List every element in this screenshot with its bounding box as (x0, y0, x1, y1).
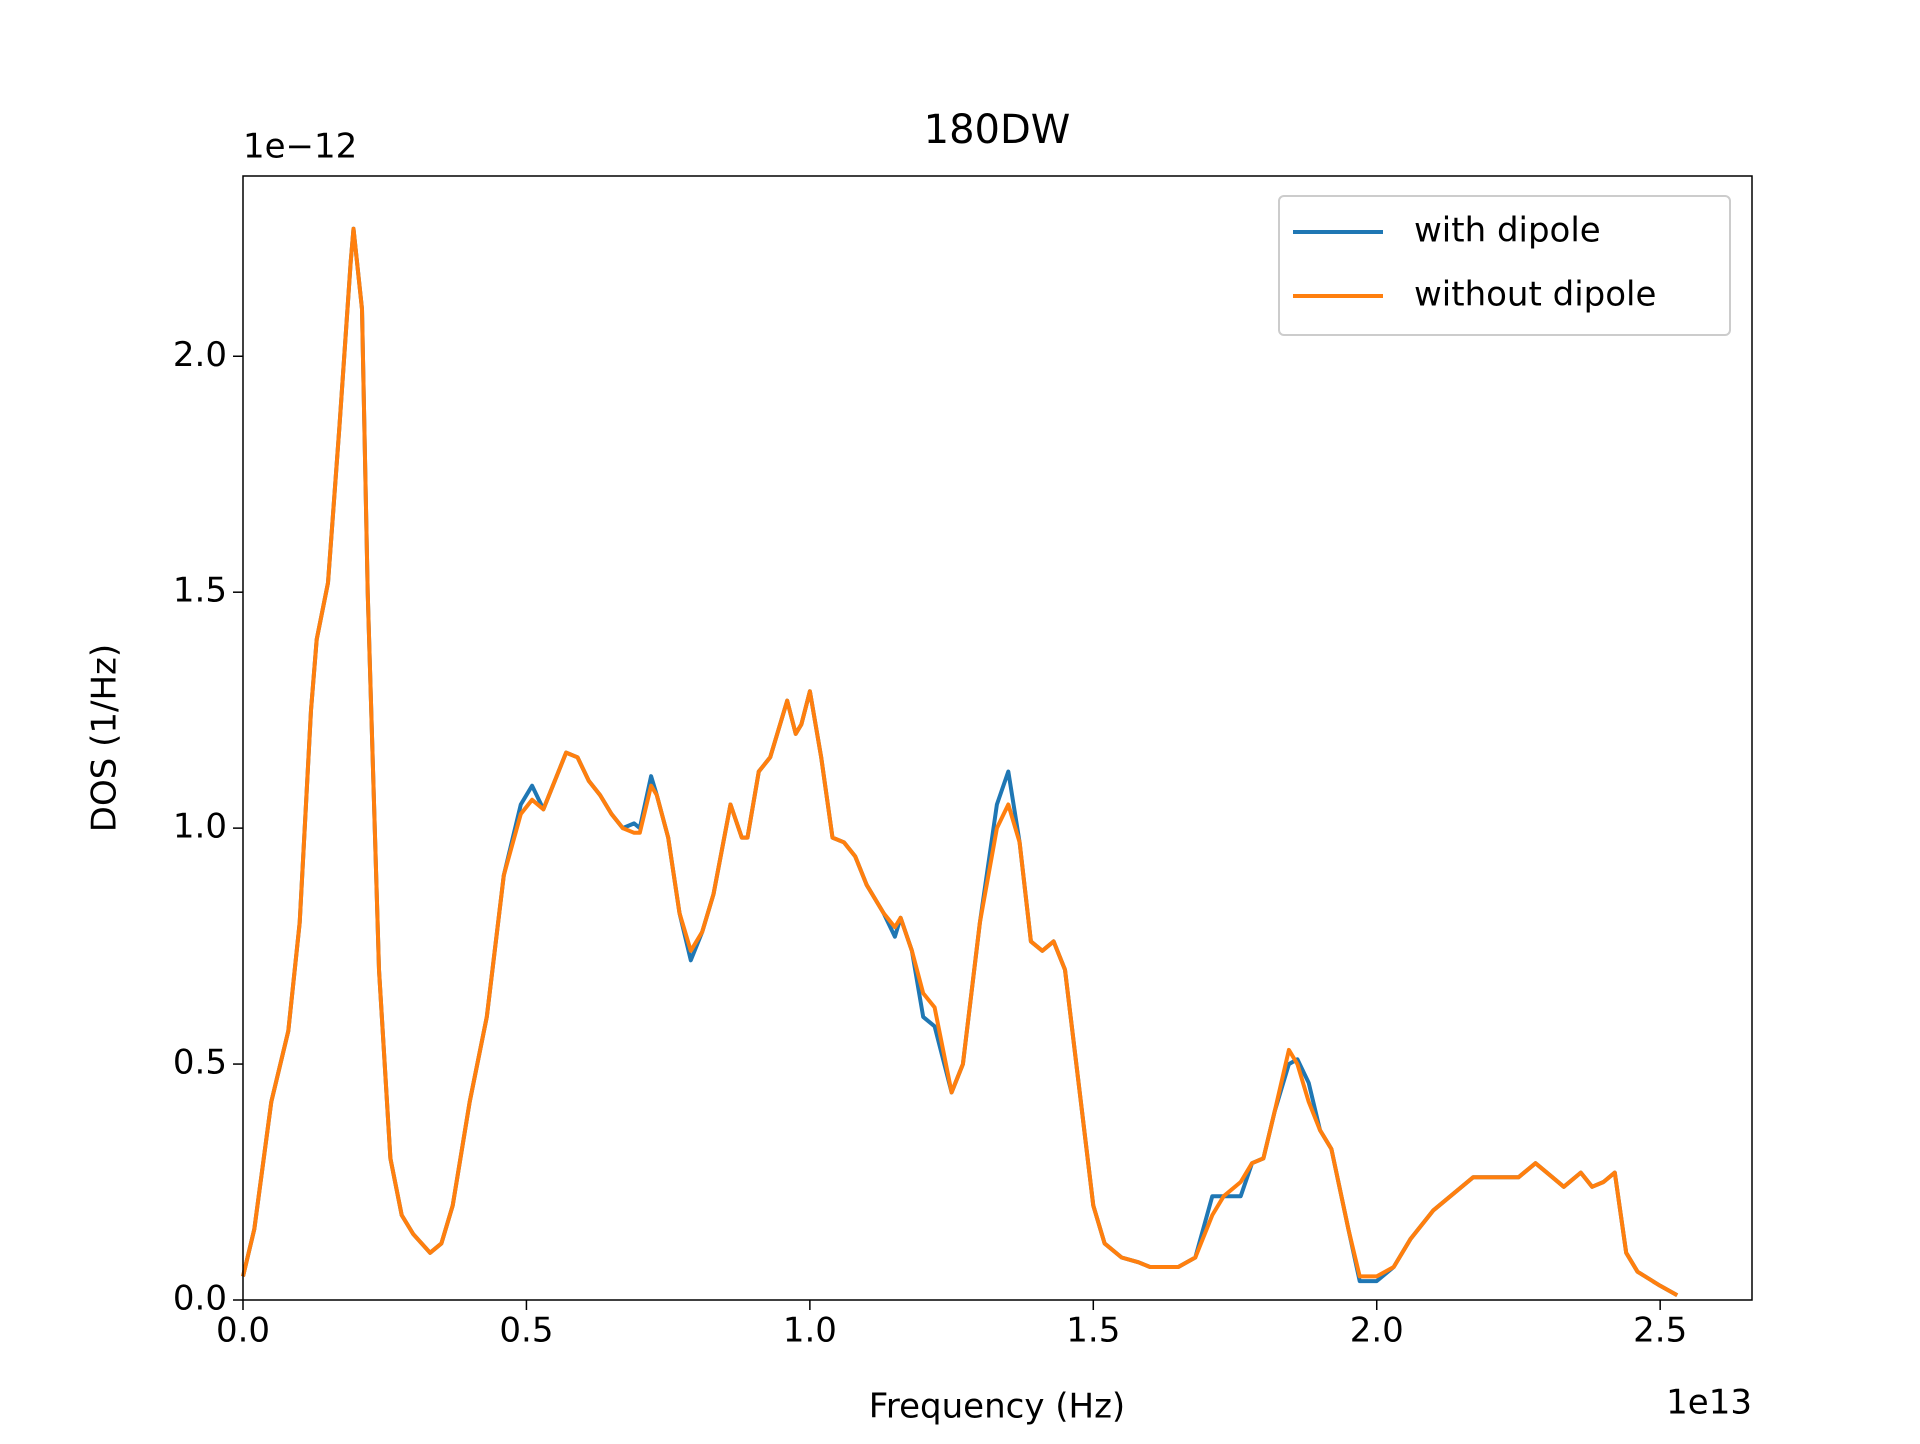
x-tick-label: 2.5 (1633, 1311, 1687, 1351)
series-line (241, 226, 1679, 1298)
y-tick-label: 2.0 (173, 335, 227, 375)
series-line (241, 226, 1679, 1298)
x-tick-label: 2.0 (1350, 1311, 1404, 1351)
y-tick-label: 1.0 (173, 807, 227, 847)
y-tick-label: 0.5 (173, 1043, 227, 1083)
plot-frame (242, 175, 1753, 1301)
x-tick-label: 0.5 (499, 1311, 553, 1351)
x-offset-label: 1e13 (1666, 1383, 1752, 1423)
y-axis-label: DOS (1/Hz) (85, 644, 125, 832)
legend-label: with dipole (1414, 211, 1601, 251)
legend-label: without dipole (1414, 275, 1656, 315)
legend-box (1278, 195, 1731, 336)
x-axis-label: Frequency (Hz) (869, 1387, 1125, 1427)
y-tick-label: 1.5 (173, 571, 227, 611)
y-tick-label: 0.0 (173, 1279, 227, 1319)
chart-title: 180DW (924, 107, 1071, 153)
y-offset-label: 1e−12 (243, 127, 357, 167)
x-tick-label: 0.0 (216, 1311, 270, 1351)
x-tick-label: 1.5 (1066, 1311, 1120, 1351)
x-tick-label: 1.0 (783, 1311, 837, 1351)
